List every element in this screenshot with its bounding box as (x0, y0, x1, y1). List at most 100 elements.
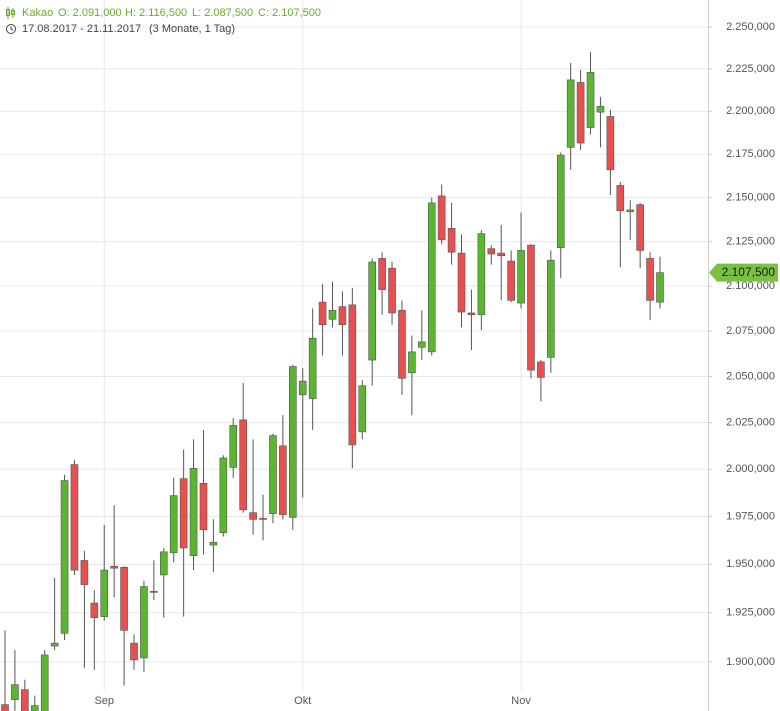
candle-body (209, 541, 218, 546)
candle-body (308, 337, 317, 399)
candle-body (279, 445, 287, 515)
candle-body (189, 468, 198, 556)
candle-body (239, 419, 247, 511)
x-tick-label: Nov (511, 695, 531, 707)
candle-body (537, 361, 545, 378)
period: (3 Monate, 1 Tag) (149, 23, 235, 35)
candle-body (507, 260, 515, 301)
x-tick-label: Sep (94, 695, 114, 707)
y-tick-label: 2.050,000 (726, 370, 775, 382)
candle-body (576, 82, 585, 144)
candle-body (21, 689, 29, 711)
candle-body (328, 309, 337, 320)
candle-body (140, 586, 148, 659)
candle-body (467, 312, 476, 316)
y-tick-label: 2.250,000 (726, 21, 775, 33)
candle-body (120, 566, 128, 631)
y-tick-label: 1.975,000 (726, 510, 775, 522)
y-tick-label: 2.200,000 (726, 105, 775, 117)
candle-body (427, 202, 436, 353)
candle-body (636, 204, 644, 251)
last-price-tag (709, 263, 778, 282)
candle-body (477, 233, 486, 316)
y-tick-label: 2.000,000 (726, 463, 775, 475)
candle-body (556, 154, 565, 249)
candle-body (298, 380, 307, 396)
y-tick-label: 2.125,000 (726, 235, 775, 247)
candle-body (249, 512, 257, 520)
candle-body (90, 602, 99, 618)
candle-body (437, 195, 446, 241)
candle-body (517, 250, 525, 304)
date-range: 17.08.2017 - 21.11.2017 (22, 23, 141, 35)
candle-body (447, 228, 456, 253)
y-tick-label: 2.175,000 (726, 148, 775, 160)
candle-body (656, 272, 664, 303)
candle-body (487, 248, 496, 255)
candle-body (70, 464, 79, 571)
y-tick-label: 1.950,000 (726, 558, 775, 570)
candle-body (150, 591, 158, 593)
candle-body (130, 642, 138, 661)
candle-body (229, 425, 238, 468)
candle-body (527, 244, 535, 371)
clock-icon (6, 24, 16, 34)
candle-body (318, 301, 327, 325)
x-tick-label: Okt (294, 695, 311, 707)
candle-body (408, 351, 416, 374)
candle-body (358, 385, 367, 433)
candle-body (497, 252, 506, 257)
candle-body (50, 642, 59, 647)
y-tick-label: 2.075,000 (726, 325, 775, 337)
candle-body (586, 71, 595, 128)
candle-body (646, 258, 654, 301)
candle-body (269, 435, 277, 514)
candle-body (418, 341, 426, 348)
y-tick-label: 2.225,000 (726, 63, 775, 75)
instrument: Kakao (22, 7, 53, 19)
candle-body (100, 569, 109, 617)
candle-body (368, 261, 376, 361)
header: Kakao O: 2.091,000 H: 2.116,500 L: 2.087… (6, 7, 321, 35)
candle-icon (6, 7, 15, 19)
candle-body (289, 366, 297, 518)
candle-body (457, 252, 466, 313)
y-tick-label: 1.900,000 (726, 656, 775, 668)
candle-body (626, 209, 635, 212)
candle-body (259, 518, 267, 520)
plot-area (1, 52, 664, 711)
ohlc-low: L: 2.087,500 (192, 7, 253, 19)
candle-body (378, 258, 386, 290)
candle-body (388, 267, 396, 314)
candle-body (110, 565, 118, 569)
last-price-label: 2.107,500 (722, 265, 776, 279)
candle-body (1, 704, 9, 711)
ohlc-open: O: 2.091,000 (58, 7, 122, 19)
candle-body (566, 79, 575, 148)
candle-body (159, 551, 168, 576)
y-tick-label: 2.100,000 (726, 280, 775, 292)
candle-body (199, 483, 208, 531)
y-tick-label: 2.025,000 (726, 417, 775, 429)
candle-body (348, 304, 357, 446)
candle-body (179, 478, 188, 549)
candle-body (219, 457, 228, 533)
candle-body (606, 116, 615, 171)
candle-body (80, 560, 89, 585)
y-tick-label: 2.150,000 (726, 192, 775, 204)
ohlc-high: H: 2.116,500 (125, 7, 187, 19)
y-axis: 1.900,000 1.925,000 1.950,000 1.975,000 2.00… (708, 21, 778, 668)
candle-body (30, 705, 39, 711)
ohlc-close: C: 2.107,500 (258, 7, 321, 19)
candle-body (11, 684, 19, 700)
candle-body (596, 105, 605, 113)
candle-body (398, 309, 406, 379)
candle-body (60, 480, 69, 634)
candle-body (616, 185, 625, 212)
candle-body (169, 495, 178, 554)
candle-body (338, 306, 347, 325)
candle-body (547, 259, 555, 358)
candle-body (40, 654, 49, 711)
y-tick-label: 1.925,000 (726, 607, 775, 619)
